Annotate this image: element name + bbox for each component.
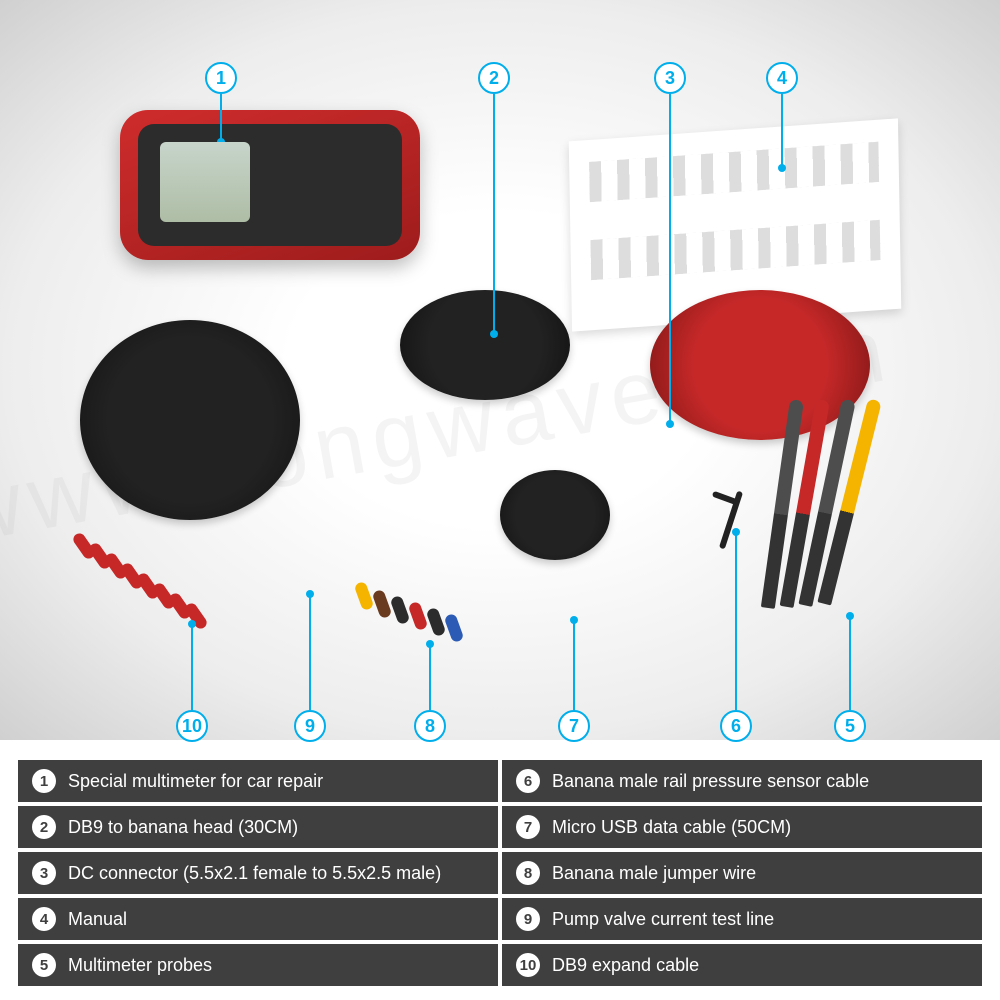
product-photo-area: www.nongwave.com 123456789 [0, 0, 1000, 740]
callout-line [849, 616, 851, 710]
callout-dot [846, 612, 854, 620]
cable-usb [500, 470, 610, 560]
legend-number: 5 [32, 953, 56, 977]
device-screen [160, 142, 250, 222]
callout-8: 8 [414, 710, 446, 742]
callout-bubble: 6 [720, 710, 752, 742]
legend-item-7: 7 Micro USB data cable (50CM) [502, 806, 982, 848]
legend-number: 1 [32, 769, 56, 793]
callout-line [191, 624, 193, 710]
callout-line [781, 94, 783, 168]
cable-db9-banana [400, 290, 570, 400]
callout-line [669, 94, 671, 424]
callout-line [220, 94, 222, 142]
callout-dot [778, 164, 786, 172]
callout-bubble: 7 [558, 710, 590, 742]
legend-label: Banana male jumper wire [552, 863, 756, 884]
callout-bubble: 3 [654, 62, 686, 94]
legend-label: Multimeter probes [68, 955, 212, 976]
callout-dot [490, 330, 498, 338]
legend-item-4: 4 Manual [18, 898, 498, 940]
callout-dot [188, 620, 196, 628]
callout-4: 4 [766, 62, 798, 94]
callout-line [573, 620, 575, 710]
callout-bubble: 8 [414, 710, 446, 742]
callout-6: 6 [720, 710, 752, 742]
callout-7: 7 [558, 710, 590, 742]
callout-dot [426, 640, 434, 648]
legend-label: Manual [68, 909, 127, 930]
legend-item-6: 6 Banana male rail pressure sensor cable [502, 760, 982, 802]
callout-dot [666, 420, 674, 428]
cable-db9-expand [80, 320, 300, 520]
callout-line [493, 94, 495, 334]
legend-label: DB9 to banana head (30CM) [68, 817, 298, 838]
legend-item-8: 8 Banana male jumper wire [502, 852, 982, 894]
callout-5: 5 [834, 710, 866, 742]
legend-number: 7 [516, 815, 540, 839]
callout-bubble: 1 [205, 62, 237, 94]
callout-dot [306, 590, 314, 598]
callout-line [735, 532, 737, 710]
callout-bubble: 10 [176, 710, 208, 742]
callout-dot [570, 616, 578, 624]
legend-label: Micro USB data cable (50CM) [552, 817, 791, 838]
legend-label: DC connector (5.5x2.1 female to 5.5x2.5 … [68, 863, 441, 884]
callout-2: 2 [478, 62, 510, 94]
legend-number: 9 [516, 907, 540, 931]
legend-item-2: 2 DB9 to banana head (30CM) [18, 806, 498, 848]
callout-bubble: 4 [766, 62, 798, 94]
callout-bubble: 2 [478, 62, 510, 94]
callout-bubble: 9 [294, 710, 326, 742]
callout-10: 10 [176, 710, 208, 742]
legend-label: DB9 expand cable [552, 955, 699, 976]
callout-line [309, 594, 311, 710]
legend-item-9: 9 Pump valve current test line [502, 898, 982, 940]
legend-item-10: 10 DB9 expand cable [502, 944, 982, 986]
callout-bubble: 5 [834, 710, 866, 742]
legend-item-3: 3 DC connector (5.5x2.1 female to 5.5x2.5… [18, 852, 498, 894]
callout-dot [732, 528, 740, 536]
legend-item-5: 5 Multimeter probes [18, 944, 498, 986]
legend-number: 10 [516, 953, 540, 977]
multimeter-device [120, 110, 420, 260]
legend-label: Special multimeter for car repair [68, 771, 323, 792]
legend-table: 1 Special multimeter for car repair 6 Banan… [18, 760, 982, 986]
legend-number: 4 [32, 907, 56, 931]
legend-number: 2 [32, 815, 56, 839]
callout-1: 1 [205, 62, 237, 94]
hex-wrench-arm [712, 491, 738, 506]
callout-line [429, 644, 431, 710]
legend-number: 6 [516, 769, 540, 793]
legend-label: Pump valve current test line [552, 909, 774, 930]
callout-9: 9 [294, 710, 326, 742]
legend-label: Banana male rail pressure sensor cable [552, 771, 869, 792]
legend-number: 8 [516, 861, 540, 885]
legend-item-1: 1 Special multimeter for car repair [18, 760, 498, 802]
legend-number: 3 [32, 861, 56, 885]
callout-3: 3 [654, 62, 686, 94]
